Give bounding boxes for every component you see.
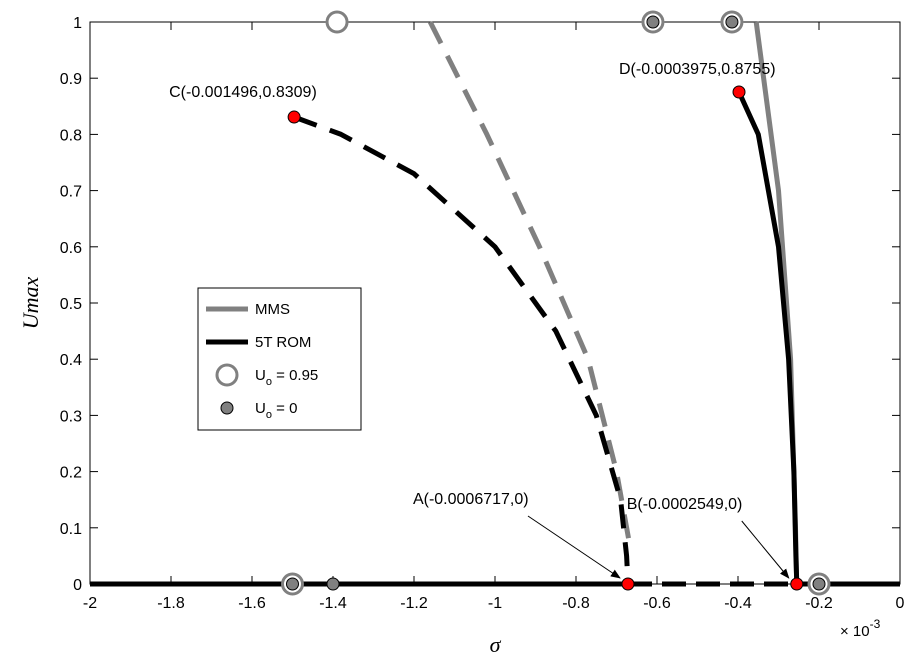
y-tick-label: 0.9 <box>60 71 82 88</box>
x-multiplier-base: × 10 <box>840 623 870 640</box>
y-tick-label: 0.2 <box>60 465 82 482</box>
y-tick-label: 0.4 <box>60 352 82 369</box>
annotation-label: C(-0.001496,0.8309) <box>169 84 317 101</box>
y-tick-label: 0.3 <box>60 408 82 425</box>
legend-swatch-filled-circle <box>220 401 234 415</box>
annotation-arrow <box>527 515 621 579</box>
x-multiplier: × 10-3 <box>840 617 881 640</box>
x-tick-label: -0.6 <box>643 595 671 612</box>
x-tick-label: -1.4 <box>319 595 347 612</box>
y-tick-label: 0.8 <box>60 127 82 144</box>
annotation-arrow <box>741 520 790 579</box>
legend-swatch-open-circle <box>215 363 239 387</box>
axes: -2 -1.8 -1.6 -1.4 -1.2 -1 -0.8 -0.6 -0.4 -0.2 0 0 0.… <box>60 15 905 612</box>
bifurcation-point <box>287 110 301 124</box>
series-line-rom-stable <box>736 90 800 585</box>
y-tick-label: 0.5 <box>60 296 82 313</box>
legend-label: 5T ROM <box>255 334 311 351</box>
legend-label: Uo = 0 <box>255 400 297 421</box>
annotation-label: B(-0.0002549,0) <box>627 496 743 513</box>
y-tick-label: 0.1 <box>60 521 82 538</box>
bifurcation-point <box>621 577 635 591</box>
annotations: C(-0.001496,0.8309) D(-0.0003975,0.8755) A… <box>169 61 790 579</box>
x-tick-label: -1.6 <box>238 595 266 612</box>
markers-layer <box>281 10 831 596</box>
uo-095-marker <box>325 10 349 34</box>
y-tick-label: 1 <box>73 15 82 32</box>
series-layer <box>90 20 900 587</box>
legend-label-main: U <box>255 367 266 384</box>
uo-0-marker <box>326 577 340 591</box>
x-tick-label: -1.2 <box>400 595 428 612</box>
uo-0-marker <box>286 577 299 591</box>
x-tick-label: -1 <box>488 595 502 612</box>
legend-label: MMS <box>255 301 290 318</box>
legend-label-rest: = 0.95 <box>272 367 318 384</box>
legend-label-main: U <box>255 400 266 417</box>
legend-label-sub: o <box>266 409 272 421</box>
x-tick-label: -0.2 <box>805 595 833 612</box>
legend-label-sub: o <box>266 376 272 388</box>
x-tick-label: -0.8 <box>562 595 590 612</box>
series-line-mms-stable <box>753 21 800 585</box>
annotation-label: D(-0.0003975,0.8755) <box>619 61 776 78</box>
bifurcation-point <box>790 577 804 591</box>
x-multiplier-exponent: -3 <box>870 617 881 631</box>
x-tick-label: -1.8 <box>157 595 185 612</box>
y-tick-label: 0 <box>73 577 82 594</box>
x-tick-label: 0 <box>896 595 905 612</box>
series-line-rom-unstable <box>293 114 631 585</box>
legend-label: Uo = 0.95 <box>255 367 318 388</box>
axis-labels: σ Umax × 10-3 <box>18 276 881 657</box>
series-line-mms-unstable <box>427 20 634 551</box>
x-tick-label: -2 <box>83 595 97 612</box>
x-axis-label: σ <box>490 632 502 657</box>
y-tick-label: 0.6 <box>60 240 82 257</box>
x-tick-label: -0.4 <box>724 595 752 612</box>
annotation-label: A(-0.0006717,0) <box>413 491 529 508</box>
uo-0-marker <box>812 577 826 591</box>
y-axis-label: Umax <box>18 276 43 329</box>
uo-0-marker <box>646 15 660 29</box>
legend-label-rest: = 0 <box>272 400 297 417</box>
uo-0-marker <box>725 15 739 29</box>
bifurcation-point <box>732 85 746 99</box>
y-tick-label: 0.7 <box>60 184 82 201</box>
